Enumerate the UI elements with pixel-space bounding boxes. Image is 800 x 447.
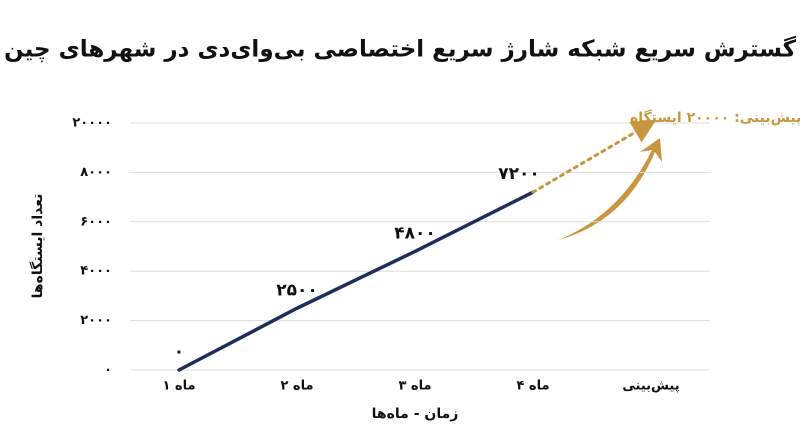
chart-title: گسترش سریع شبکه شارژ سریع اختصاصی بی‌وای… <box>4 36 797 63</box>
data-label: ۲۵۰۰ <box>276 280 318 300</box>
x-tick-label: ماه ۳ <box>398 379 431 394</box>
y-tick-label: ۶۰۰۰ <box>80 214 112 229</box>
y-axis-label: تعداد ایستگاه‌ها <box>29 194 46 299</box>
data-label: ۴۸۰۰ <box>394 223 436 243</box>
annotation: پیش‌بینی: ۲۰۰۰۰ ایستگاه <box>630 109 800 126</box>
x-tick-label: ماه ۲ <box>280 379 313 394</box>
data-line <box>177 190 535 372</box>
y-tick-label: ۴۰۰۰ <box>80 264 112 279</box>
y-tick-label: ۲۰۰۰۰ <box>72 116 112 131</box>
data-label: ۷۲۰۰ <box>498 164 540 184</box>
x-axis-label: زمان - ماه‌ها <box>372 406 459 422</box>
y-tick-label: ۲۰۰۰ <box>80 313 112 328</box>
x-tick-label: ماه ۱ <box>162 379 195 394</box>
x-tick-label: پیش‌بینی <box>622 379 679 394</box>
y-tick-label: ۰ <box>104 363 112 378</box>
data-label: ۰ <box>174 342 184 362</box>
y-tick-label: ۸۰۰۰ <box>80 165 112 180</box>
forecast-arrow <box>558 138 662 240</box>
forecast-line <box>531 119 657 194</box>
x-tick-label: ماه ۴ <box>516 379 549 394</box>
